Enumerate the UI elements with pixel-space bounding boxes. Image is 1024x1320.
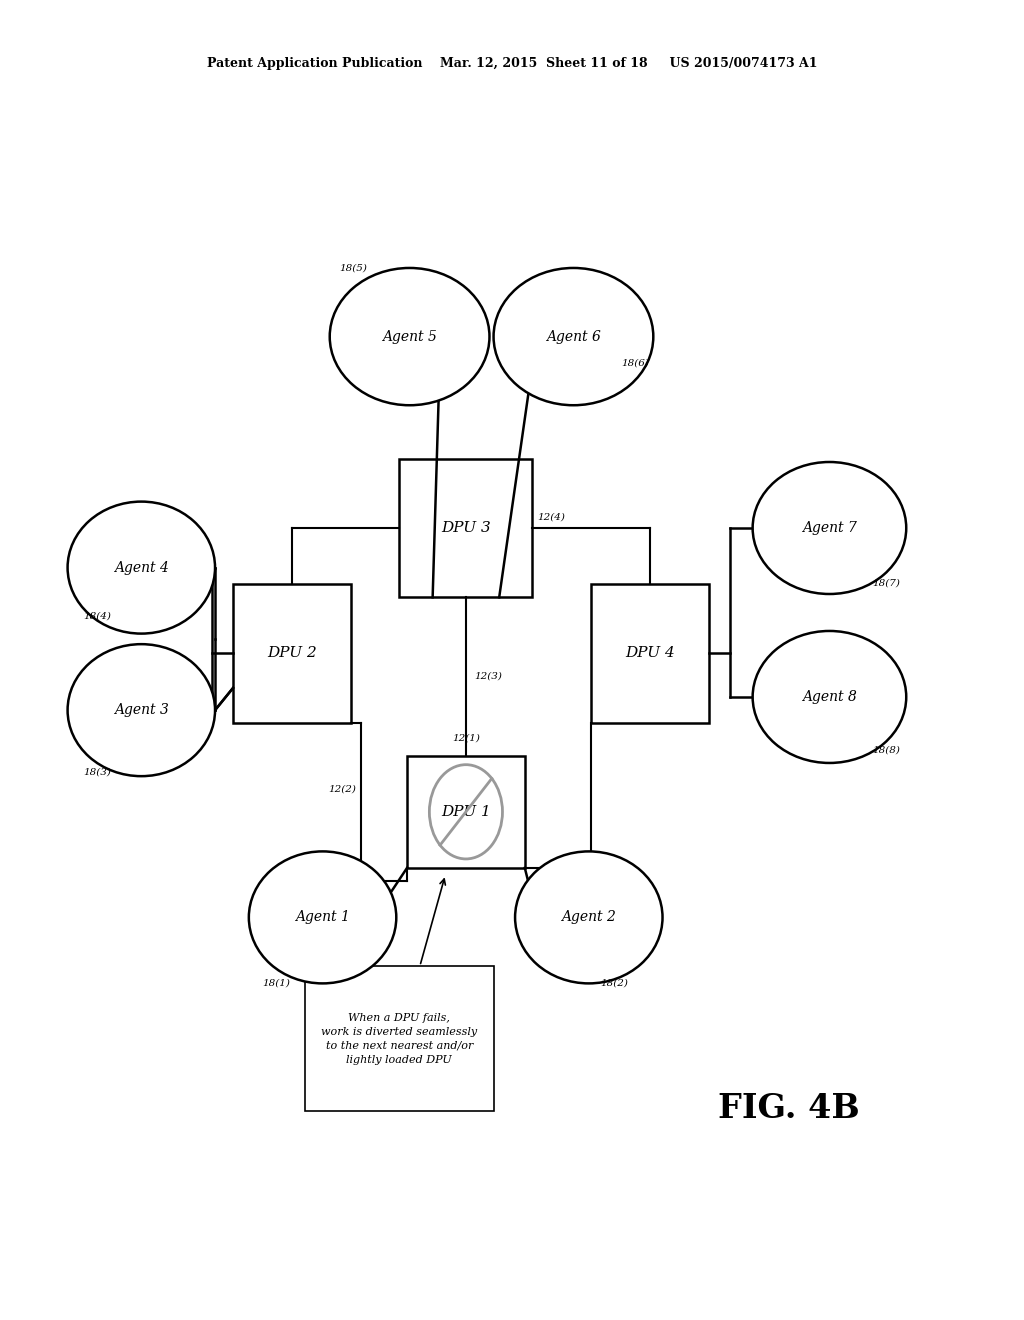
Text: 12(1): 12(1) xyxy=(452,734,480,742)
Text: FIG. 4B: FIG. 4B xyxy=(718,1093,859,1125)
Ellipse shape xyxy=(68,644,215,776)
Text: 18(4): 18(4) xyxy=(83,612,112,620)
Ellipse shape xyxy=(494,268,653,405)
Bar xyxy=(408,755,525,869)
Text: Agent 6: Agent 6 xyxy=(546,330,601,343)
Text: Agent 4: Agent 4 xyxy=(114,561,169,574)
Text: DPU 1: DPU 1 xyxy=(441,805,490,818)
Text: 12(2): 12(2) xyxy=(328,784,356,793)
Text: Patent Application Publication    Mar. 12, 2015  Sheet 11 of 18     US 2015/0074: Patent Application Publication Mar. 12, … xyxy=(207,57,817,70)
Text: 12(4): 12(4) xyxy=(538,512,565,521)
Text: 18(2): 18(2) xyxy=(600,979,629,987)
Ellipse shape xyxy=(330,268,489,405)
Text: Agent 8: Agent 8 xyxy=(802,690,857,704)
Bar xyxy=(592,583,709,722)
Ellipse shape xyxy=(753,462,906,594)
Bar xyxy=(399,459,532,597)
Text: DPU 4: DPU 4 xyxy=(626,647,675,660)
Text: DPU 2: DPU 2 xyxy=(267,647,316,660)
Ellipse shape xyxy=(515,851,663,983)
Text: Agent 1: Agent 1 xyxy=(295,911,350,924)
Bar xyxy=(232,583,350,722)
Ellipse shape xyxy=(753,631,906,763)
Text: 18(8): 18(8) xyxy=(871,746,900,754)
Ellipse shape xyxy=(249,851,396,983)
Ellipse shape xyxy=(68,502,215,634)
Text: Agent 7: Agent 7 xyxy=(802,521,857,535)
Text: 18(1): 18(1) xyxy=(262,979,291,987)
Text: 18(6): 18(6) xyxy=(621,359,649,367)
Text: 12(3): 12(3) xyxy=(474,672,502,681)
Text: Agent 3: Agent 3 xyxy=(114,704,169,717)
Text: When a DPU fails,
work is diverted seamlessly
to the next nearest and/or
lightly: When a DPU fails, work is diverted seaml… xyxy=(322,1012,477,1065)
Text: 18(3): 18(3) xyxy=(83,768,112,776)
Text: Agent 5: Agent 5 xyxy=(382,330,437,343)
Bar xyxy=(305,966,494,1111)
Text: DPU 3: DPU 3 xyxy=(441,521,490,535)
Text: 18(7): 18(7) xyxy=(871,579,900,587)
Text: Agent 2: Agent 2 xyxy=(561,911,616,924)
Text: 18(5): 18(5) xyxy=(339,264,368,272)
